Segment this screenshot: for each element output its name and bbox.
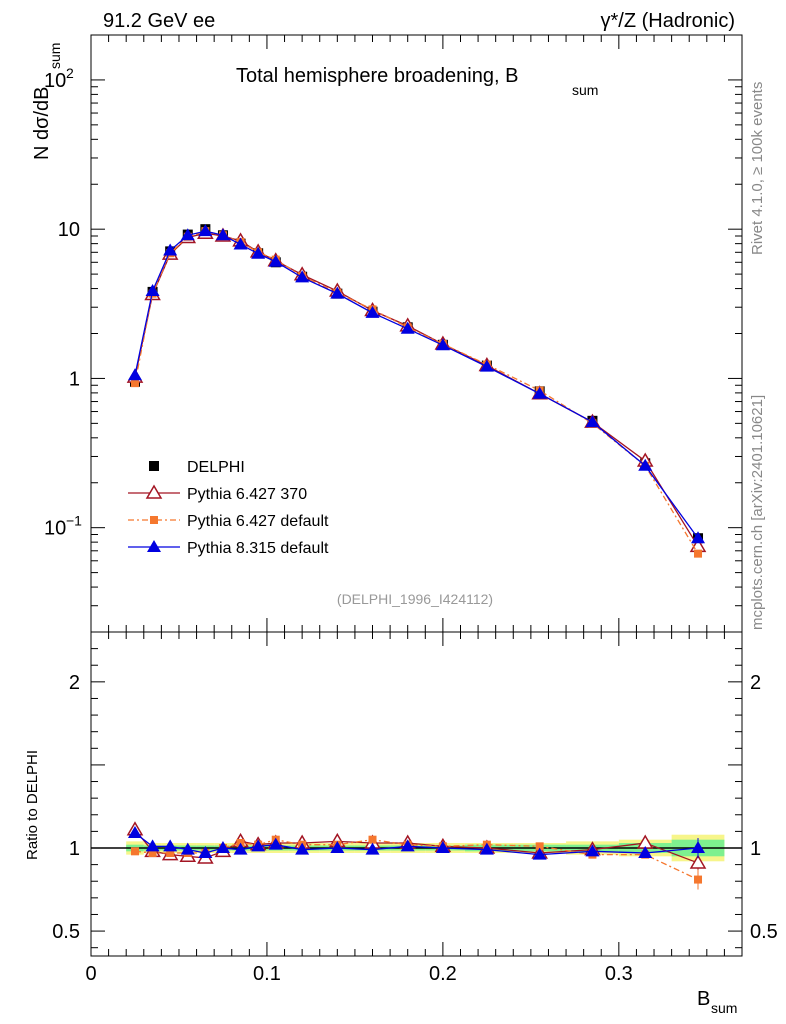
point-pythia-8-315-default xyxy=(400,321,415,334)
y-axis-label-main: N dσ/dB sum xyxy=(31,43,63,160)
point-pythia-8-315-default xyxy=(198,224,213,237)
legend: DELPHI Pythia 6.427 370 Pythia 6.427 defau… xyxy=(128,459,329,557)
y-tick-ratio-label-right: 2 xyxy=(750,672,761,694)
y-tick-main-label: 10 xyxy=(44,70,66,92)
legend-label-delphi: DELPHI xyxy=(187,459,245,476)
x-tick-label: 0.1 xyxy=(253,963,281,985)
x-tick-label: 0.2 xyxy=(429,963,457,985)
ratio-point-pythia-6-427-default xyxy=(368,835,377,844)
header-right-label: γ*/Z (Hadronic) xyxy=(601,10,735,32)
ratio-point-pythia-8-315-default xyxy=(251,839,266,852)
legend-marker-pythia-6-427-370 xyxy=(145,484,163,499)
ratio-point-pythia-8-315-default xyxy=(163,839,178,852)
main-series-group xyxy=(126,224,707,558)
legend-label-pythia-8-315-default: Pythia 8.315 default xyxy=(187,540,329,557)
ratio-point-pythia-8-315-default xyxy=(400,839,415,852)
point-pythia-8-315-default xyxy=(691,531,706,544)
y-tick-ratio-label: 0.5 xyxy=(52,921,80,943)
legend-marker-pythia-8-315-default xyxy=(147,540,161,552)
point-pythia-8-315-default xyxy=(585,415,600,428)
ratio-point-pythia-8-315-default xyxy=(330,841,345,853)
point-pythia-8-315-default xyxy=(638,458,653,471)
y-tick-main-label: 10 xyxy=(44,518,66,540)
ratio-point-pythia-8-315-default xyxy=(479,842,494,855)
ratio-series-group xyxy=(126,821,707,890)
ratio-point-pythia-6-427-default xyxy=(130,847,139,856)
point-pythia-8-315-default xyxy=(435,338,450,351)
point-pythia-8-315-default xyxy=(233,237,248,250)
legend-label-pythia-6-427-370: Pythia 6.427 370 xyxy=(187,486,307,503)
analysis-id-label: (DELPHI_1996_I424112) xyxy=(337,591,493,607)
ratio-point-pythia-8-315-default xyxy=(215,841,230,853)
point-pythia-8-315-default xyxy=(268,254,283,267)
y-tick-ratio-label-right: 1 xyxy=(750,838,761,860)
point-pythia-8-315-default xyxy=(532,386,547,399)
y-tick-ratio-label-right: 0.5 xyxy=(750,921,778,943)
ratio-point-pythia-6-427-default xyxy=(166,848,175,857)
ratio-point-pythia-8-315-default xyxy=(198,845,213,858)
x-tick-label: 0.3 xyxy=(605,963,633,985)
ratio-point-pythia-6-427-default xyxy=(694,875,703,884)
y-axis-label-ratio: Ratio to DELPHI xyxy=(24,750,41,860)
x-tick-label: 0 xyxy=(85,963,96,985)
chart-title: Total hemisphere broadening, B sum xyxy=(236,65,598,98)
y-tick-main-label: 1 xyxy=(69,368,80,390)
ratio-point-pythia-8-315-default xyxy=(145,839,160,852)
y-tick-ratio-label: 2 xyxy=(69,672,80,694)
legend-label-pythia-6-427-default: Pythia 6.427 default xyxy=(187,513,329,530)
y-label-main-subscript: sum xyxy=(47,43,63,69)
point-pythia-8-315-default xyxy=(295,270,310,283)
series-line-pythia-6-427-default xyxy=(134,230,699,554)
x-label-text: B xyxy=(697,988,710,1010)
point-pythia-8-315-default xyxy=(180,228,195,241)
y-tick-main-exponent: −1 xyxy=(66,513,82,529)
legend-marker-delphi xyxy=(149,461,159,471)
header-left-label: 91.2 GeV ee xyxy=(103,10,215,32)
y-label-main-text: N dσ/dB xyxy=(31,87,53,161)
mcplots-label: mcplots.cern.ch [arXiv:2401.10621] xyxy=(749,395,766,630)
point-pythia-6-427-default xyxy=(130,379,139,388)
point-pythia-8-315-default xyxy=(163,243,178,256)
legend-marker-pythia-6-427-default xyxy=(150,516,158,524)
ratio-point-pythia-6-427-370 xyxy=(689,854,707,869)
point-pythia-8-315-default xyxy=(365,305,380,318)
x-label-subscript: sum xyxy=(711,1000,737,1016)
ratio-point-pythia-6-427-default xyxy=(535,842,544,851)
point-pythia-8-315-default xyxy=(479,359,494,372)
ratio-point-pythia-8-315-default xyxy=(435,841,450,853)
y-tick-ratio-label: 1 xyxy=(69,838,80,860)
point-pythia-8-315-default xyxy=(145,284,160,297)
ratio-point-pythia-8-315-default xyxy=(180,842,195,855)
ratio-point-pythia-6-427-default xyxy=(148,848,157,857)
ratio-point-pythia-8-315-default xyxy=(365,842,380,855)
point-pythia-8-315-default xyxy=(127,368,142,381)
point-pythia-8-315-default xyxy=(330,286,345,299)
x-axis-label: B sum xyxy=(697,988,737,1016)
ratio-plot-frame xyxy=(90,631,743,957)
ratio-point-pythia-8-315-default xyxy=(585,844,600,857)
ratio-point-pythia-8-315-default xyxy=(532,847,547,860)
ratio-point-pythia-8-315-default xyxy=(268,837,283,850)
point-pythia-8-315-default xyxy=(215,228,230,241)
rivet-version-label: Rivet 4.1.0, ≥ 100k events xyxy=(749,82,766,255)
ratio-point-pythia-8-315-default xyxy=(638,845,653,858)
ratio-point-pythia-8-315-default xyxy=(691,841,706,853)
y-tick-main-exponent: 2 xyxy=(66,65,74,81)
ratio-point-pythia-8-315-default xyxy=(127,826,142,839)
ratio-point-pythia-8-315-default xyxy=(295,842,310,855)
point-pythia-8-315-default xyxy=(251,246,266,259)
chart-title-text: Total hemisphere broadening, B xyxy=(236,65,518,87)
point-pythia-6-427-default xyxy=(694,549,703,558)
ratio-point-pythia-8-315-default xyxy=(233,842,248,855)
y-tick-main-label: 10 xyxy=(58,219,80,241)
chart-title-subscript: sum xyxy=(572,82,598,98)
